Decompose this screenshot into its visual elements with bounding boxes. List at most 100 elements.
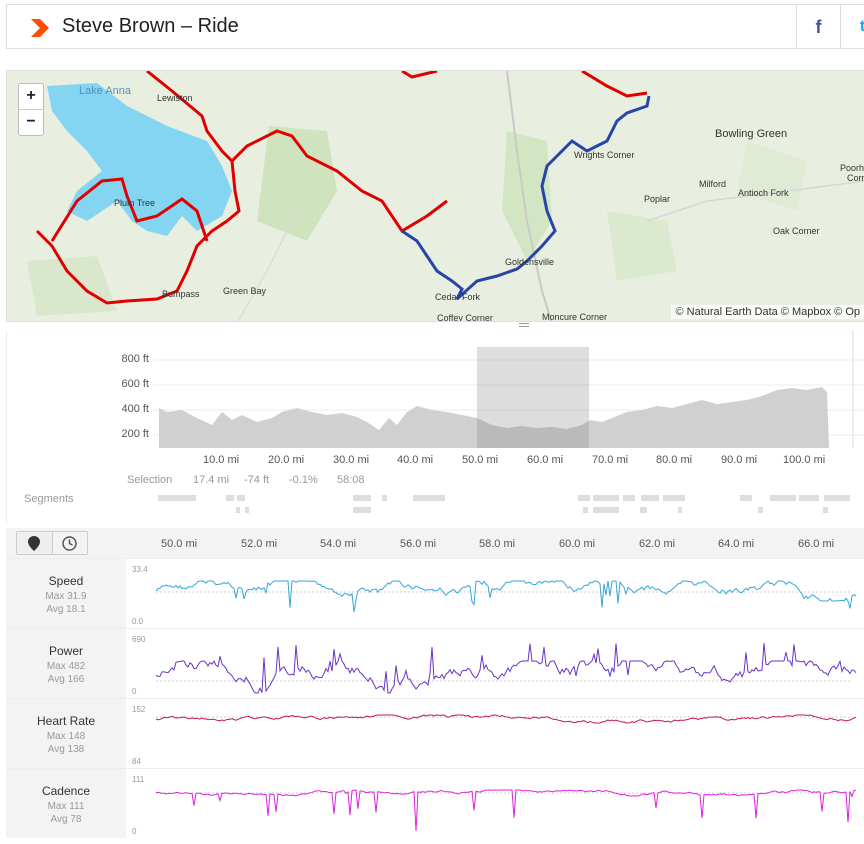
stream-row-cadence[interactable]: Cadence Max 111 Avg 78 111 0 <box>6 768 864 838</box>
segment-bar[interactable] <box>236 507 240 513</box>
stream-charts: 50.0 mi 52.0 mi 54.0 mi 56.0 mi 58.0 mi … <box>6 528 864 844</box>
selection-grade: -0.1% <box>289 474 318 486</box>
segment-bar[interactable] <box>663 495 685 501</box>
time-view-tab[interactable] <box>53 532 88 554</box>
zoom-in-button[interactable]: + <box>19 84 43 110</box>
segment-bar[interactable] <box>641 495 659 501</box>
segment-bar[interactable] <box>353 495 371 501</box>
map-label: Wrights Corner <box>574 150 635 160</box>
stream-name: Cadence <box>41 784 91 798</box>
x-axis-label: 90.0 mi <box>721 454 758 466</box>
map-label: Coffey Corner <box>437 313 493 322</box>
map-canvas <box>7 71 864 321</box>
clock-icon <box>62 535 77 551</box>
stream-row-heart-rate[interactable]: Heart Rate Max 148 Avg 138 152 84 <box>6 698 864 768</box>
segment-bar[interactable] <box>593 507 619 513</box>
stream-name: Heart Rate <box>36 714 96 728</box>
stream-x-label: 50.0 mi <box>161 538 198 550</box>
map-label: Bumpass <box>162 289 200 299</box>
speed-line-chart <box>155 580 857 613</box>
x-axis-label: 20.0 mi <box>268 454 305 466</box>
route-map[interactable]: Lake Anna Lewiston Plum Tree Bumpass Gre… <box>6 70 864 322</box>
map-attribution: © Natural Earth Data © Mapbox © Op <box>671 305 864 319</box>
x-axis-label: 10.0 mi <box>203 454 240 466</box>
resize-handle[interactable] <box>519 323 529 329</box>
segment-bar[interactable] <box>758 507 763 513</box>
stream-x-label: 66.0 mi <box>798 538 835 550</box>
segment-bar[interactable] <box>583 507 588 513</box>
segment-bar[interactable] <box>237 495 245 501</box>
strava-logo-icon <box>31 19 49 37</box>
stream-avg: Avg 18.1 <box>46 604 86 615</box>
stream-row-power[interactable]: Power Max 482 Avg 166 690 0 <box>6 628 864 698</box>
segment-bar[interactable] <box>678 507 682 513</box>
stream-x-label: 58.0 mi <box>479 538 516 550</box>
y-axis-label: 800 ft <box>121 353 149 365</box>
stream-view-toggle <box>16 531 88 555</box>
stream-x-label: 62.0 mi <box>639 538 676 550</box>
segment-bar[interactable] <box>158 495 196 501</box>
twitter-share-button[interactable]: t <box>840 5 864 49</box>
segment-bar[interactable] <box>824 495 850 501</box>
heart-rate-line-chart <box>155 714 857 724</box>
distance-view-tab[interactable] <box>17 532 53 554</box>
stream-top-value: 152 <box>132 705 146 714</box>
stream-bottom-value: 0.0 <box>132 617 144 626</box>
map-label: Oak Corner <box>773 226 820 236</box>
map-label: Lake Anna <box>79 85 131 97</box>
x-axis-label: 60.0 mi <box>527 454 564 466</box>
map-label: Cedar Fork <box>435 292 481 302</box>
elevation-svg <box>153 330 864 448</box>
elevation-area <box>159 387 829 448</box>
segment-bar[interactable] <box>823 507 828 513</box>
stream-x-label: 54.0 mi <box>320 538 357 550</box>
cadence-line <box>155 789 857 831</box>
selection-distance: 17.4 mi <box>193 474 230 486</box>
segment-bar[interactable] <box>740 495 752 501</box>
elevation-chart[interactable]: 800 ft 600 ft 400 ft 200 ft 10.0 mi 20.0… <box>6 330 864 525</box>
x-axis-label: 30.0 mi <box>333 454 370 466</box>
map-pin-icon <box>28 535 41 551</box>
stream-name: Power <box>48 644 83 658</box>
stream-bottom-value: 84 <box>132 757 141 766</box>
stream-x-label: 64.0 mi <box>718 538 755 550</box>
power-line-chart <box>155 643 857 694</box>
map-label: Antioch Fork <box>738 188 789 198</box>
segment-bar[interactable] <box>353 507 371 513</box>
stream-x-label: 60.0 mi <box>559 538 596 550</box>
map-label: Plum Tree <box>114 198 156 208</box>
zoom-out-button[interactable]: − <box>26 113 36 130</box>
y-axis-label: 600 ft <box>121 378 149 390</box>
segment-bar[interactable] <box>245 507 249 513</box>
stream-avg: Avg 78 <box>50 814 82 825</box>
map-label: Moncure Corner <box>542 312 608 322</box>
map-label: Goldensville <box>505 257 555 267</box>
stream-label: Cadence Max 111 Avg 78 <box>6 769 126 838</box>
stream-avg: Avg 166 <box>47 674 85 685</box>
facebook-share-button[interactable]: f <box>796 5 840 49</box>
x-axis-label: 40.0 mi <box>397 454 434 466</box>
stream-avg: Avg 138 <box>47 744 85 755</box>
y-axis-label: 400 ft <box>121 403 149 415</box>
segment-bar[interactable] <box>413 495 445 501</box>
stream-top-value: 33.4 <box>132 565 148 574</box>
stream-bottom-value: 0 <box>132 827 137 836</box>
power-line <box>155 643 857 694</box>
segment-bar[interactable] <box>640 507 647 513</box>
segment-bar[interactable] <box>623 495 635 501</box>
selection-elevation: -74 ft <box>244 474 270 486</box>
segment-bar[interactable] <box>578 495 590 501</box>
stream-name: Speed <box>48 574 84 588</box>
stream-row-speed[interactable]: Speed Max 31.9 Avg 18.1 33.4 0.0 <box>6 558 864 628</box>
segment-bar[interactable] <box>799 495 819 501</box>
stream-top-value: 111 <box>132 775 145 784</box>
x-axis-label: 50.0 mi <box>462 454 499 466</box>
activity-header: Steve Brown – Ride f t <box>6 4 864 49</box>
segment-bar[interactable] <box>593 495 619 501</box>
segment-bar[interactable] <box>382 495 387 501</box>
x-axis-label: 80.0 mi <box>656 454 693 466</box>
segment-bar[interactable] <box>226 495 234 501</box>
stream-label: Speed Max 31.9 Avg 18.1 <box>6 559 126 628</box>
segment-bar[interactable] <box>770 495 796 501</box>
stream-label: Power Max 482 Avg 166 <box>6 629 126 698</box>
